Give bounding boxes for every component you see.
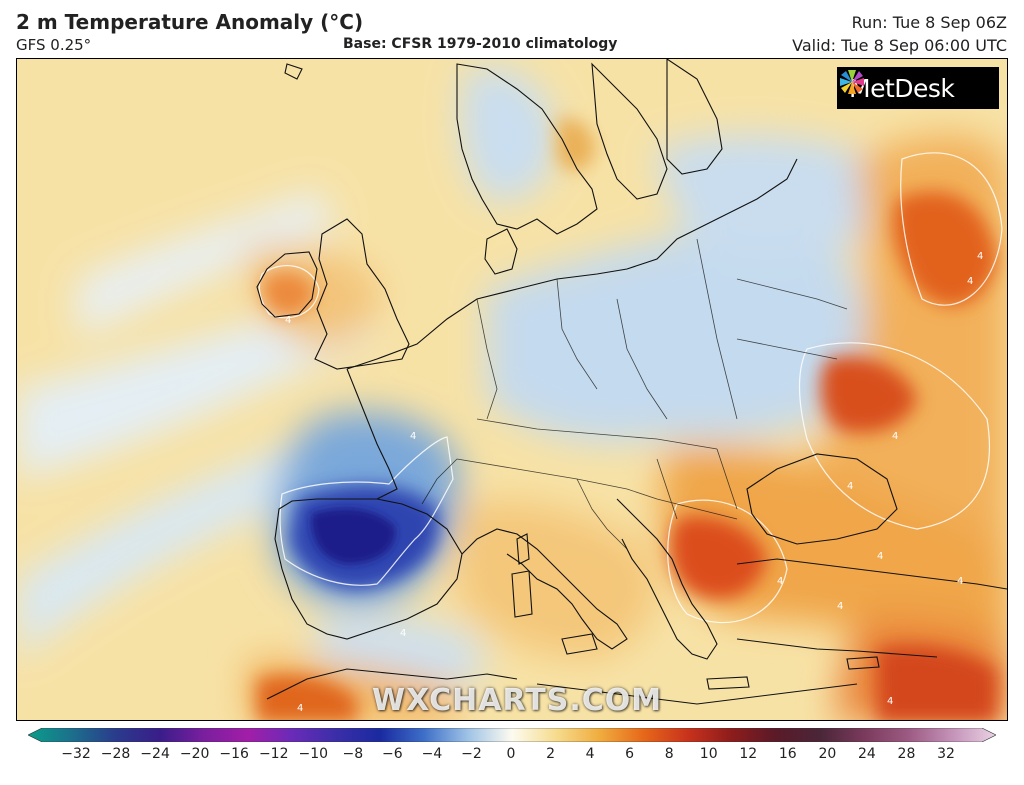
legend-tick-label: −6 <box>382 746 403 762</box>
legend-tick-label: −8 <box>342 746 364 762</box>
legend-tick-label: 2 <box>546 746 555 762</box>
legend-colorbar <box>28 728 996 742</box>
legend-tick-label: 28 <box>897 746 916 762</box>
anomaly-map[interactable]: 4 4 4 4 4 4 4 4 4 4 4 4 4 <box>16 58 1008 721</box>
metdesk-logo-text: MetDesk <box>849 73 955 103</box>
run-time-label: Run: Tue 8 Sep 06Z <box>851 13 1007 32</box>
contour-label: 4 <box>977 251 983 262</box>
contour-label: 4 <box>887 696 893 707</box>
contour-label: 4 <box>837 601 843 612</box>
metdesk-pinwheel-icon <box>840 70 864 94</box>
contour-label: 4 <box>410 431 416 442</box>
legend-tick-label: −12 <box>258 746 289 762</box>
contour-label: 4 <box>877 551 883 562</box>
chart-title: 2 m Temperature Anomaly (°C) <box>16 10 364 34</box>
contour-label: 4 <box>777 576 783 587</box>
legend-tick-label: −4 <box>421 746 443 762</box>
contour-label: 4 <box>847 481 853 492</box>
contour-label: 4 <box>957 576 963 587</box>
legend-tick-label: 8 <box>664 746 674 762</box>
map-canvas: 4 4 4 4 4 4 4 4 4 4 4 4 4 <box>17 59 1007 720</box>
contour-label: 4 <box>967 276 973 287</box>
anomaly-field <box>17 67 1007 720</box>
valid-time-label: Valid: Tue 8 Sep 06:00 UTC <box>792 36 1007 55</box>
metdesk-logo: MetDesk <box>837 67 999 109</box>
legend-tick-label: 4 <box>585 746 595 762</box>
legend-tick-label: 20 <box>818 746 837 762</box>
legend-tick-label: −20 <box>179 746 210 762</box>
legend-tick-label: −24 <box>140 746 170 762</box>
contour-lines <box>258 152 1003 624</box>
legend-tick-label: 16 <box>778 746 797 762</box>
contour-label: 4 <box>285 315 291 326</box>
base-climatology-label: Base: CFSR 1979-2010 climatology <box>343 36 618 52</box>
contour-labels: 4 4 4 4 4 4 4 4 4 4 4 4 4 <box>285 251 983 714</box>
legend-tick-label: −32 <box>61 746 91 762</box>
legend-tick-label: 32 <box>937 746 955 762</box>
contour-label: 4 <box>400 628 406 639</box>
legend-tick-label: 10 <box>699 746 718 762</box>
legend-tick-label: 6 <box>625 746 635 762</box>
cold-core-iberia <box>311 508 396 564</box>
legend-tick-labels: −32 −28 −24 −20 −16 −12 −10 −8 −6 −4 −2 0 2 4 6 8 10 12 16… <box>0 746 1024 770</box>
legend-tick-label: −10 <box>298 746 329 762</box>
contour-label: 4 <box>297 703 303 714</box>
legend-tick-label: 24 <box>857 746 876 762</box>
legend-tick-label: 0 <box>506 746 516 762</box>
coastlines <box>256 59 1007 705</box>
colorbar-bar <box>28 728 996 742</box>
legend-tick-label: −28 <box>100 746 131 762</box>
country-borders <box>421 238 848 550</box>
legend-tick-label: −2 <box>461 746 482 762</box>
contour-label: 4 <box>892 431 898 442</box>
wxcharts-watermark: WXCHARTS.COM <box>372 683 663 718</box>
legend-tick-label: −16 <box>219 746 249 762</box>
legend-tick-label: 12 <box>739 746 758 762</box>
model-label: GFS 0.25° <box>16 36 92 54</box>
